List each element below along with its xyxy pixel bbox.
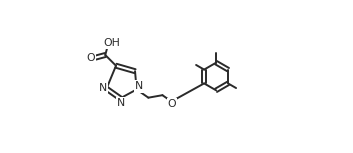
Text: N: N [117, 98, 125, 108]
Text: OH: OH [104, 38, 121, 48]
Text: N: N [135, 81, 143, 91]
Text: O: O [87, 53, 95, 63]
Text: O: O [168, 99, 176, 109]
Text: N: N [98, 83, 107, 93]
